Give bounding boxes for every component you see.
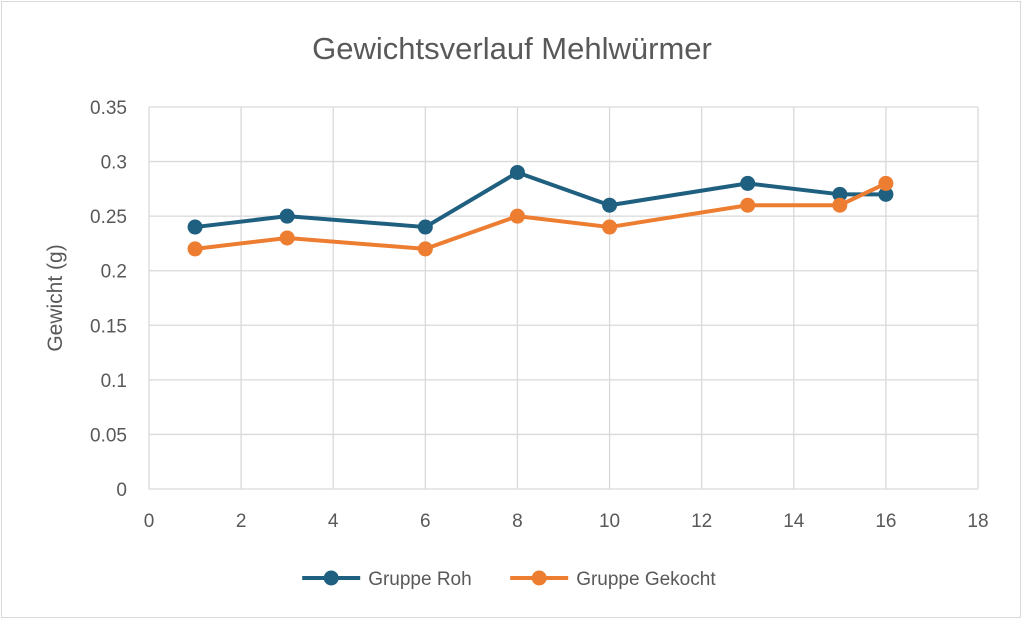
y-tick-label: 0.05 [90,425,127,446]
legend-swatch-marker [531,570,547,586]
series-line [194,170,886,230]
x-tick-label: 6 [420,511,431,532]
legend-swatch-marker [323,570,339,586]
gridlines [148,106,979,490]
x-tick-label: 10 [599,511,620,532]
x-tick-label: 2 [236,511,247,532]
data-point [279,208,295,224]
series-line [194,181,887,251]
data-point [602,197,618,213]
legend-item: Gruppe Gekocht [510,569,716,590]
y-tick-label: 0.2 [101,262,127,283]
data-point [279,230,295,246]
data-point [878,175,894,191]
x-tick-label: 0 [144,511,155,532]
y-tick-label: 0.3 [101,153,127,174]
series-1 [187,164,894,235]
legend: Gruppe Roh Gruppe Gekocht [302,569,716,590]
axis-ticks: 0 0.05 0.1 0.15 0.2 0.25 0.3 0.35 0 2 4 6 8 10 12 14 16 1… [90,98,989,532]
data-point [878,186,894,202]
chart-title: Gewichtsverlauf Mehlwürmer [312,31,712,66]
y-tick-label: 0.35 [90,98,127,119]
legend-label: Gruppe Gekocht [576,569,716,590]
y-tick-label: 0.15 [90,316,127,337]
x-tick-label: 4 [328,511,339,532]
data-point [832,197,848,213]
y-tick-label: 0.25 [90,207,127,228]
y-tick-label: 0.1 [101,371,127,392]
data-point [740,175,756,191]
x-tick-label: 16 [875,511,896,532]
data-point [187,219,203,235]
data-point [509,208,525,224]
data-point [602,219,618,235]
data-point [509,164,525,180]
legend-item: Gruppe Roh [302,569,472,590]
data-point [417,241,433,257]
y-tick-label: 0 [116,480,127,501]
series-2 [187,175,894,257]
series-group [187,164,894,257]
data-point [740,197,756,213]
legend-label: Gruppe Roh [368,569,472,590]
x-tick-label: 14 [783,511,805,532]
y-axis-label: Gewicht (g) [44,244,67,351]
x-tick-label: 8 [512,511,523,532]
x-tick-label: 18 [967,511,988,532]
x-tick-label: 12 [691,511,712,532]
data-point [187,241,203,257]
data-point [832,186,848,202]
data-point [417,219,433,235]
